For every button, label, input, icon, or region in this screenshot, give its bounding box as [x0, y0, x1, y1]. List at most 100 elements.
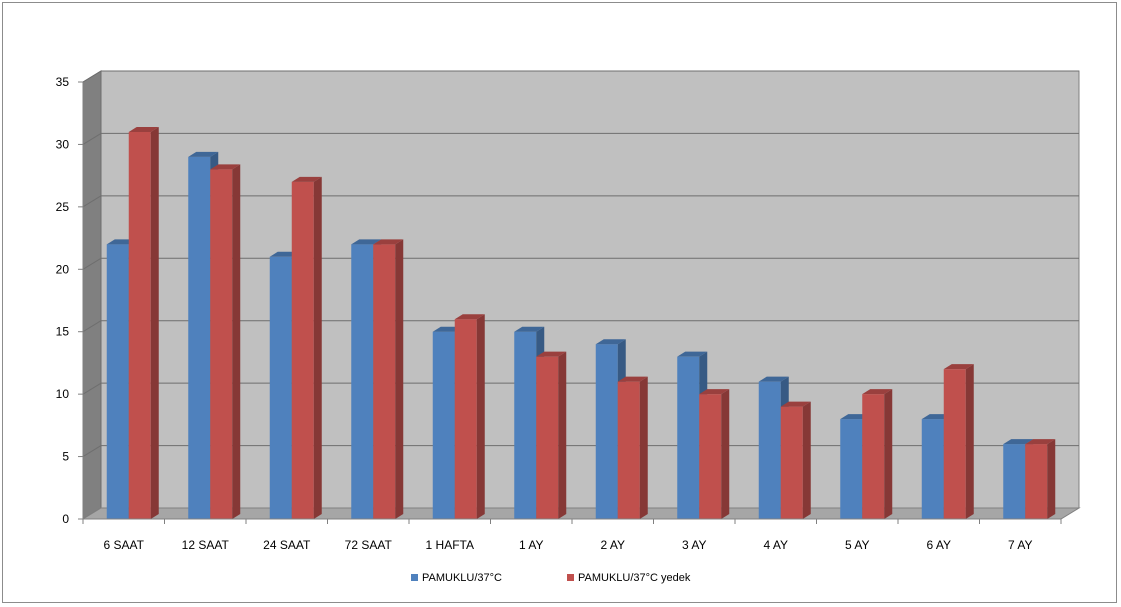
bar-top — [454, 314, 485, 320]
bar-8-1 — [780, 401, 811, 519]
bar-5-1 — [536, 351, 567, 519]
gridline-side — [82, 70, 102, 83]
x-tick-label: 24 SAAT — [263, 538, 311, 552]
bar-0-1 — [128, 126, 159, 519]
y-tick-label: 5 — [62, 450, 69, 464]
gridline-side — [82, 382, 102, 395]
gridline-side — [82, 445, 102, 457]
bar-front — [514, 331, 537, 519]
bar-front — [780, 406, 803, 519]
bar-front — [291, 181, 314, 519]
bar-side — [1047, 439, 1056, 519]
x-tick-label: 6 AY — [927, 538, 951, 552]
y-tick-label: 25 — [56, 200, 70, 214]
bar-top — [758, 376, 789, 382]
bar-front — [536, 356, 559, 519]
bar-side — [639, 376, 648, 519]
legend-swatch — [411, 574, 418, 581]
y-tick-label: 35 — [56, 75, 70, 89]
bar-9-1 — [862, 389, 893, 519]
bar-side — [721, 389, 730, 519]
bar-front — [1003, 444, 1026, 519]
legend-swatch — [567, 574, 574, 581]
x-tick-label: 1 HAFTA — [426, 538, 474, 552]
legend-label: PAMUKLU/37°C — [422, 572, 502, 584]
bar-top — [351, 239, 382, 245]
bar-front — [351, 244, 374, 520]
bar-top — [1003, 439, 1034, 445]
bar-front — [188, 156, 211, 519]
bar-front — [921, 419, 944, 519]
bar-top — [291, 176, 322, 182]
side-wall — [82, 70, 102, 520]
y-tick-label: 20 — [56, 262, 70, 276]
bar-top — [188, 151, 219, 157]
bar-top — [699, 389, 730, 395]
bar-3-1 — [373, 239, 404, 520]
bar-side — [313, 176, 322, 519]
bar-11-1 — [1025, 439, 1056, 519]
bar-2-1 — [291, 176, 322, 519]
bar-front — [106, 244, 129, 520]
bar-front — [432, 331, 455, 519]
bar-top — [128, 126, 159, 132]
bar-top — [617, 376, 648, 382]
bar-side — [802, 401, 811, 519]
bar-top — [373, 239, 404, 245]
x-tick-label: 4 AY — [764, 538, 788, 552]
bar-front — [677, 356, 700, 519]
bar-side — [965, 364, 974, 519]
x-tick-label: 5 AY — [845, 538, 869, 552]
y-tick-label: 30 — [56, 137, 70, 151]
bar-front — [699, 394, 722, 519]
bar-side — [558, 351, 567, 519]
bar-top — [943, 364, 974, 370]
bar-4-1 — [454, 314, 485, 519]
x-tick-label: 6 SAAT — [104, 538, 145, 552]
x-tick-label: 1 AY — [519, 538, 543, 552]
bar-side — [150, 126, 159, 519]
gridline-side — [82, 133, 102, 145]
bar-10-1 — [943, 364, 974, 519]
bar-top — [514, 326, 545, 332]
x-tick-label: 3 AY — [682, 538, 706, 552]
x-tick-label: 72 SAAT — [345, 538, 393, 552]
gridline-side — [82, 195, 102, 208]
y-tick-label: 0 — [62, 512, 69, 526]
bar-top — [595, 339, 626, 345]
bar-front — [210, 169, 233, 519]
bar-front — [840, 419, 863, 519]
x-tick-label: 7 AY — [1008, 538, 1032, 552]
legend-label: PAMUKLU/37°C yedek — [578, 572, 691, 584]
bar-front — [758, 381, 781, 519]
bar-6-1 — [617, 376, 648, 519]
chart-plot: 0 5 10 15 20 25 30 35 6 SAAT 12 SAAT 24 SAAT 72 SA… — [56, 70, 1081, 584]
x-tick-label: 12 SAAT — [182, 538, 230, 552]
bar-front — [454, 319, 477, 519]
bar-front — [595, 344, 618, 519]
bar-7-1 — [699, 389, 730, 519]
bar-front — [373, 244, 396, 520]
bar-front — [128, 131, 151, 519]
y-tick-label: 10 — [56, 387, 70, 401]
bar-top — [210, 164, 241, 170]
bar-top — [536, 351, 567, 357]
bar-top — [677, 351, 708, 357]
bar-front — [862, 394, 885, 519]
bar-front — [943, 369, 966, 519]
bar-top — [862, 389, 893, 395]
gridline-side — [82, 257, 102, 270]
bar-side — [884, 389, 893, 519]
bar-side — [232, 164, 241, 519]
bar-side — [395, 239, 404, 520]
gridline-side — [82, 320, 102, 333]
bar-front — [1025, 444, 1048, 519]
x-tick-label: 2 AY — [601, 538, 625, 552]
bar-front — [617, 381, 640, 519]
bar-top — [1025, 439, 1056, 445]
bar-top — [780, 401, 811, 407]
bar-front — [269, 256, 292, 519]
y-tick-label: 15 — [56, 325, 70, 339]
bar-side — [476, 314, 485, 519]
